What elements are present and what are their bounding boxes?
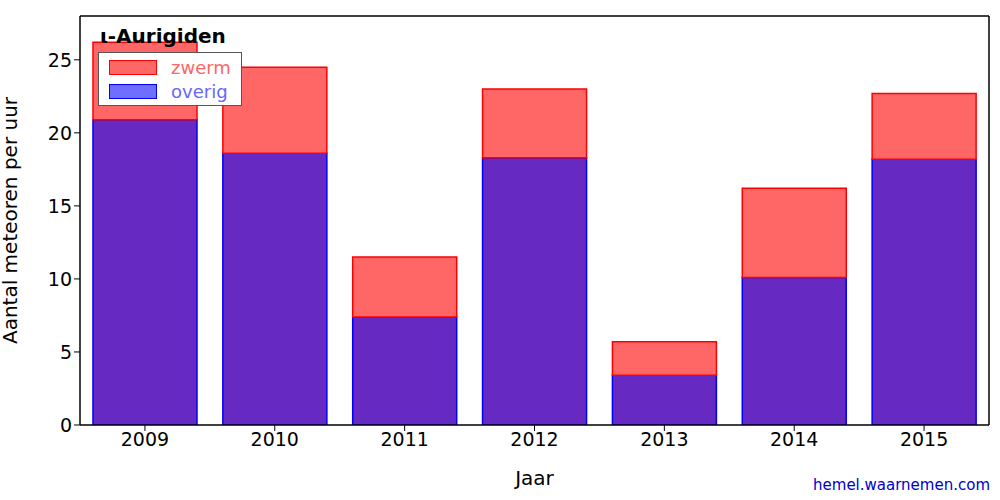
svg-text:2014: 2014	[770, 428, 818, 450]
svg-text:2013: 2013	[640, 428, 688, 450]
svg-text:2012: 2012	[510, 428, 558, 450]
svg-text:25: 25	[48, 49, 72, 71]
svg-text:15: 15	[48, 195, 72, 217]
html-text:ι-Aurigiden: ι-Aurigiden	[100, 24, 226, 48]
html-text:overig: overig	[171, 80, 228, 102]
svg-text:2009: 2009	[121, 428, 169, 450]
svg-text:0: 0	[60, 414, 72, 436]
svg-text:Jaar: Jaar	[513, 466, 554, 490]
svg-text:5: 5	[60, 341, 72, 363]
svg-text:20: 20	[48, 122, 72, 144]
svg-text:Aantal meteoren per uur: Aantal meteoren per uur	[8, 96, 22, 344]
svg-text:2011: 2011	[380, 428, 428, 450]
svg-text:2015: 2015	[900, 428, 948, 450]
svg-text:2010: 2010	[251, 428, 299, 450]
html-text:zwerm: zwerm	[171, 56, 231, 78]
html-text:hemel.waarnemen.com: hemel.waarnemen.com	[813, 476, 990, 494]
svg-text:10: 10	[48, 268, 72, 290]
